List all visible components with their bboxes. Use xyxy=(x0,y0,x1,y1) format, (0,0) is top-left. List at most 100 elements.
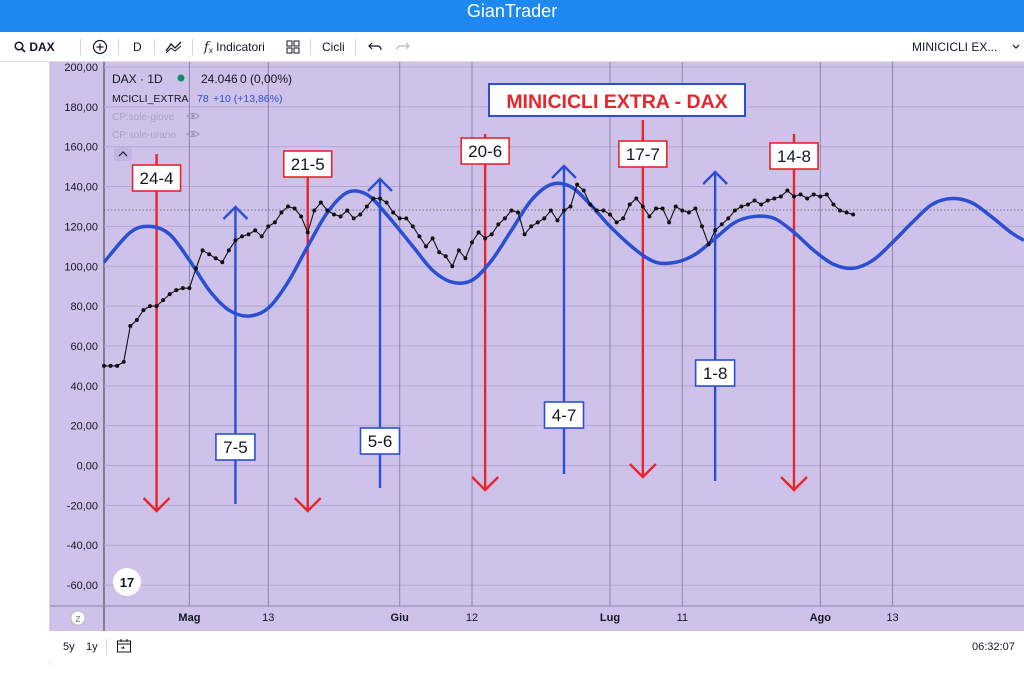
price-point xyxy=(640,204,645,209)
x-tick-label: 11 xyxy=(677,612,688,624)
symbol-search[interactable]: DAX xyxy=(14,32,55,62)
price-point xyxy=(542,216,547,221)
price-point xyxy=(253,228,258,233)
indicators-button[interactable]: fx Indicatori xyxy=(204,40,265,55)
tv-logo-icon: 17 xyxy=(113,568,141,596)
cycle-date-box xyxy=(131,164,182,192)
eye-icon[interactable] xyxy=(186,131,200,137)
cycle-bottom-arrow-head xyxy=(222,205,249,220)
price-point xyxy=(443,254,448,259)
price-point xyxy=(739,204,744,209)
cycle-annotation-17-7: 17-7 xyxy=(618,120,668,479)
legend-indicator-name: MCICLI_EXTRA xyxy=(112,93,188,105)
price-point xyxy=(200,248,205,253)
cycle-date-label: 5-6 xyxy=(368,432,393,451)
date-range-icon[interactable] xyxy=(116,638,132,654)
cycle-annotation-20-6: 20-6 xyxy=(460,134,510,492)
cycle-date-label: 17-7 xyxy=(626,145,660,164)
price-point xyxy=(667,220,672,225)
price-point xyxy=(345,208,350,213)
cycle-date-label: 7-5 xyxy=(223,438,248,457)
price-point xyxy=(456,248,461,253)
market-status-icon xyxy=(177,74,185,82)
collapse-legend-button[interactable] xyxy=(114,147,132,161)
price-point xyxy=(187,286,192,291)
price-point xyxy=(811,192,816,197)
price-point xyxy=(220,260,225,265)
chart-type-button[interactable] xyxy=(165,32,183,62)
plus-circle-icon xyxy=(92,39,108,55)
chart-legend: DAX · 1D 24.046 0 (0,00%) MCICLI_EXTRA 7… xyxy=(112,72,292,161)
range-5y-button[interactable]: 5y xyxy=(63,641,75,653)
price-point xyxy=(332,212,336,217)
price-point xyxy=(141,308,146,313)
chart-area[interactable]: 200,00180,00160,00140,00120,00100,0080,0… xyxy=(0,62,1024,631)
cycle-annotation-24-4: 24-4 xyxy=(131,154,182,513)
price-point xyxy=(594,208,599,213)
price-point xyxy=(279,210,284,215)
redo-button[interactable] xyxy=(396,32,410,62)
x-tick-label: 13 xyxy=(262,612,274,624)
x-tick-label: Lug xyxy=(600,612,620,624)
app-title: GianTrader xyxy=(466,1,558,21)
price-point xyxy=(752,198,757,203)
price-point xyxy=(489,232,494,237)
price-point xyxy=(844,210,849,215)
price-point xyxy=(312,208,317,213)
y-tick-label: 20,00 xyxy=(70,421,98,433)
price-point xyxy=(463,256,468,261)
svg-text:17: 17 xyxy=(120,575,134,590)
price-point xyxy=(535,220,540,225)
cycle-top-arrow-head xyxy=(142,497,171,513)
grid-icon xyxy=(286,40,300,54)
price-point xyxy=(148,304,152,309)
range-1y-button[interactable]: 1y xyxy=(86,641,98,653)
price-point xyxy=(792,194,796,199)
legend-main-value: 24.046 xyxy=(201,72,238,86)
price-point xyxy=(673,204,678,209)
compare-button[interactable] xyxy=(92,32,108,62)
fx-icon: f xyxy=(204,40,209,55)
price-point xyxy=(765,198,770,203)
undo-button[interactable] xyxy=(368,32,382,62)
cycle-date-box xyxy=(460,137,510,165)
price-point xyxy=(338,214,343,219)
clock: 06:32:07 xyxy=(972,641,1015,653)
price-point xyxy=(529,224,534,229)
undo-icon xyxy=(368,42,382,51)
y-tick-label: 0,00 xyxy=(77,461,98,473)
timezone-button[interactable]: Z xyxy=(70,610,86,626)
eye-icon[interactable] xyxy=(186,113,200,119)
price-point xyxy=(680,208,685,213)
cycle-date-label: 24-4 xyxy=(140,169,174,188)
redo-icon xyxy=(396,42,410,51)
cycles-button[interactable]: Cicli xyxy=(322,40,345,54)
price-point xyxy=(647,214,652,219)
layout-menu[interactable]: MINICICLI EX... xyxy=(912,32,1021,62)
price-point xyxy=(516,210,520,215)
chart-title: MINICICLI EXTRA - DAX xyxy=(506,91,727,113)
price-point xyxy=(713,228,718,233)
y-tick-label: -60,00 xyxy=(67,580,98,592)
price-point xyxy=(213,256,218,261)
cycle-bottom-arrow-head xyxy=(702,170,728,185)
price-point xyxy=(318,200,323,205)
price-point xyxy=(759,202,764,207)
price-point xyxy=(634,196,639,201)
price-point xyxy=(299,214,304,219)
price-point xyxy=(732,208,737,213)
interval-button[interactable]: D xyxy=(133,40,142,54)
price-point xyxy=(286,204,290,209)
templates-button[interactable] xyxy=(286,32,300,62)
price-point xyxy=(470,240,474,245)
price-point xyxy=(805,196,810,201)
y-tick-label: 180,00 xyxy=(64,102,98,114)
price-point xyxy=(378,196,382,201)
y-tick-label: 60,00 xyxy=(70,341,98,353)
legend-indicator-value: 78 xyxy=(197,93,209,105)
x-tick-label: Mag xyxy=(178,612,200,624)
price-point xyxy=(575,182,580,187)
indicator-chart-icon xyxy=(165,41,182,54)
top-toolbar: DAX D fx Indicatori Cicli MINICICLI EX..… xyxy=(0,32,1024,62)
price-point xyxy=(424,244,428,249)
